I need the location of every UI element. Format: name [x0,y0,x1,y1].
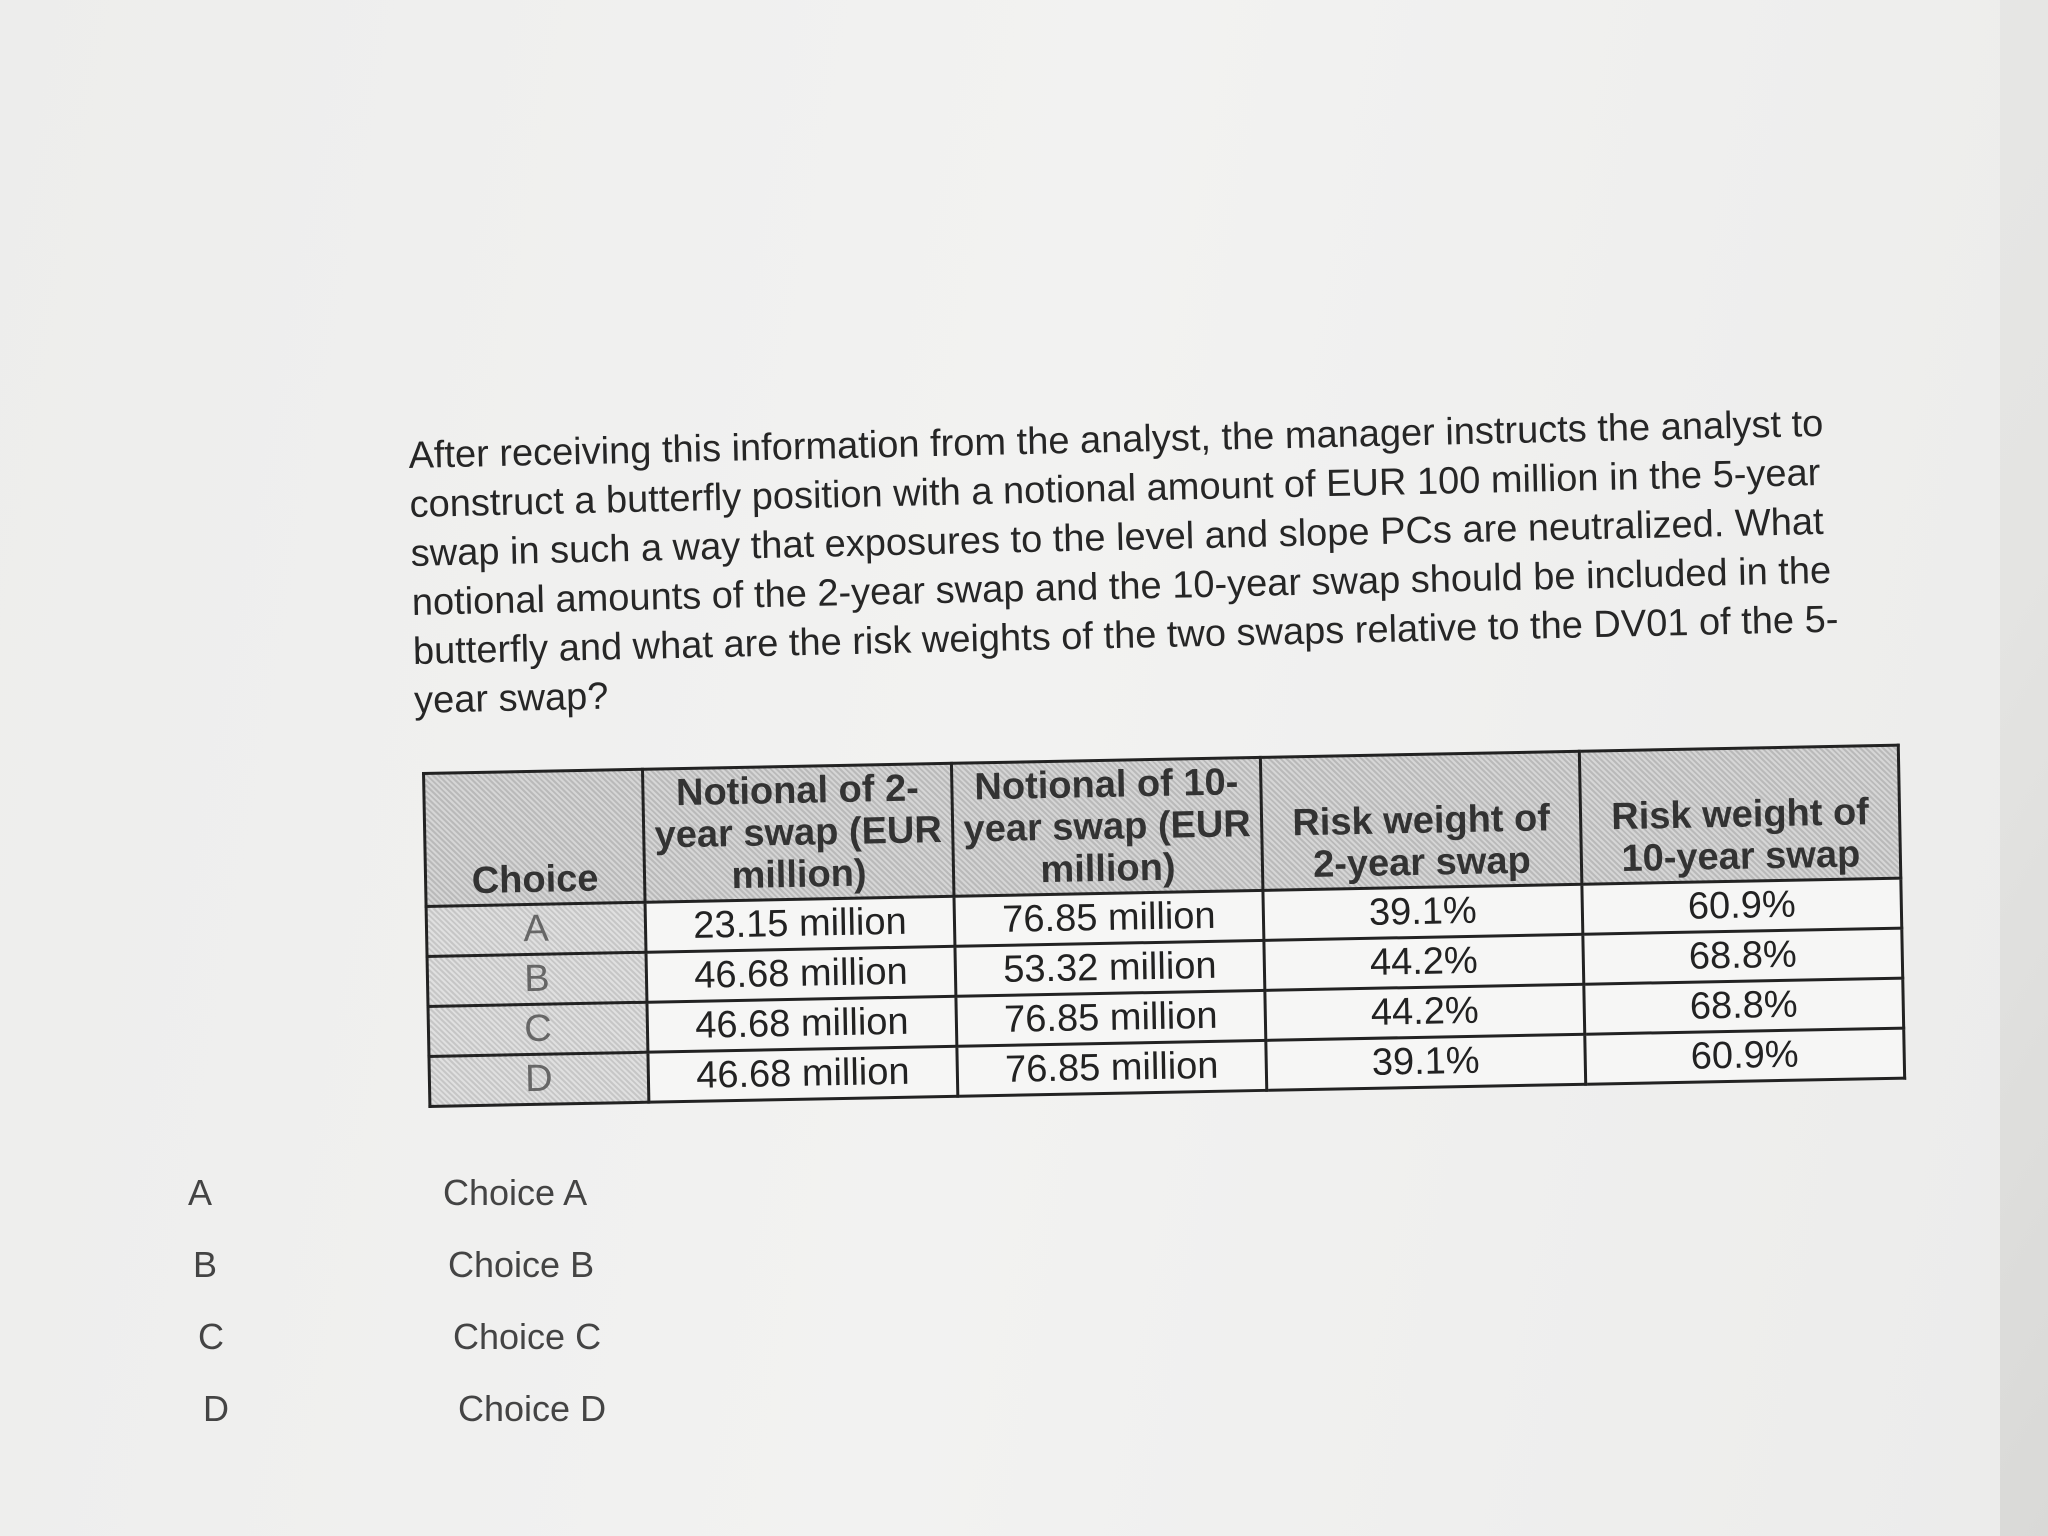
cell-notional-10y: 53.32 million [954,940,1265,997]
header-notional-10y: Notional of 10-year swap (EUR million) [951,757,1263,897]
cell-risk-weight-10y: 60.9% [1581,878,1902,935]
answer-table: Choice Notional of 2-year swap (EUR mill… [422,744,1906,1108]
cell-risk-weight-10y: 60.9% [1584,1028,1905,1085]
option-letter: A [188,1172,213,1213]
cell-risk-weight-2y: 39.1% [1265,1034,1586,1091]
cell-risk-weight-2y: 44.2% [1263,934,1584,991]
cell-risk-weight-2y: 39.1% [1262,884,1583,941]
cell-notional-2y: 46.68 million [647,1046,958,1103]
cell-notional-10y: 76.85 million [955,990,1266,1047]
header-risk-weight-10y: Risk weight of 10-year swap [1579,745,1901,885]
cell-notional-2y: 46.68 million [646,946,956,1003]
option-letter: B [193,1244,218,1285]
option-label: Choice D [458,1388,607,1429]
cell-choice: D [428,1052,649,1107]
cell-choice: A [426,902,647,957]
header-choice: Choice [423,769,646,907]
header-notional-2y: Notional of 2-year swap (EUR million) [642,763,954,903]
cell-choice: B [427,952,647,1007]
cell-notional-10y: 76.85 million [953,890,1264,947]
cell-risk-weight-2y: 44.2% [1264,984,1585,1041]
option-label: Choice C [453,1316,602,1357]
header-risk-weight-2y: Risk weight of 2-year swap [1260,751,1582,891]
cell-notional-2y: 46.68 million [646,996,957,1053]
cell-notional-10y: 76.85 million [956,1040,1267,1097]
question-text: After receiving this information from th… [408,402,1839,722]
document-page: After receiving this information from th… [0,0,2000,1536]
option-label: Choice B [448,1244,595,1285]
cell-risk-weight-10y: 68.8% [1583,978,1904,1035]
cell-risk-weight-10y: 68.8% [1582,928,1903,985]
option-letter: C [198,1316,224,1357]
option-letter: D [203,1388,229,1429]
option-label: Choice A [443,1172,588,1213]
cell-choice: C [428,1002,648,1057]
cell-notional-2y: 23.15 million [645,896,955,953]
